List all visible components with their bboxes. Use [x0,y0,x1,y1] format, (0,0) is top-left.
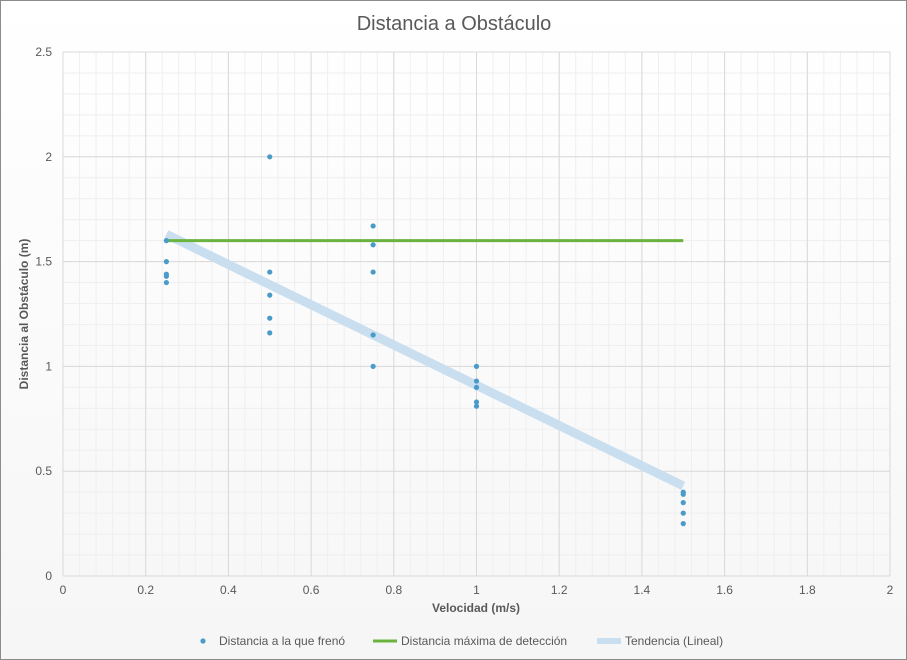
scatter-point [473,399,480,405]
trendline [164,230,686,490]
scatter-point [370,223,376,229]
scatter-point [473,378,480,384]
scatter-point [680,491,686,497]
legend: Distancia a la que frenó Distancia máxim… [200,634,723,648]
scatter-point [267,315,273,321]
scatter-point [370,269,376,275]
x-tick-label: 0.4 [220,583,237,597]
scatter-point [680,521,686,527]
scatter-point [267,292,273,298]
legend-label-trendline: Tendencia (Lineal) [625,634,723,648]
chart-title: Distancia a Obstáculo [357,13,552,35]
x-tick-label: 2 [887,583,894,597]
legend-item-detection-line[interactable]: Distancia máxima de detección [373,634,567,648]
major-gridlines [62,51,891,577]
y-tick-label: 2 [45,150,52,164]
scatter-point [163,273,169,279]
scatter-point [473,363,480,369]
legend-label-detection-line: Distancia máxima de detección [401,634,567,648]
x-tick-label: 0.6 [303,583,320,597]
scatter-point [370,242,376,248]
scatter-point [163,259,169,265]
legend-item-trendline[interactable]: Tendencia (Lineal) [597,634,723,648]
series-layer [163,154,686,527]
x-tick-label: 1.2 [551,583,568,597]
x-axis-title: Velocidad (m/s) [432,601,520,615]
x-tick-label: 0.2 [137,583,154,597]
scatter-point [473,403,480,409]
scatter-point [267,330,273,336]
scatter-point [370,332,376,338]
scatter-point [473,384,480,390]
y-axis-ticks: 0 0.5 1 1.5 2 2.5 [35,45,52,583]
legend-marker-scatter [200,638,206,644]
y-tick-label: 1 [45,359,52,373]
scatter-point [267,269,273,275]
x-tick-label: 0.8 [385,583,402,597]
y-tick-label: 0.5 [35,464,52,478]
x-tick-label: 0 [60,583,67,597]
x-tick-label: 1.6 [716,583,733,597]
legend-label-scatter: Distancia a la que frenó [219,634,345,648]
x-axis-ticks: 0 0.2 0.4 0.6 0.8 1 1.2 1.4 1.6 1.8 2 [60,583,894,597]
scatter-point [680,500,686,506]
y-tick-label: 0 [45,569,52,583]
x-tick-label: 1.8 [799,583,816,597]
legend-item-scatter[interactable]: Distancia a la que frenó [200,634,345,648]
scatter-point [163,238,169,244]
y-tick-label: 2.5 [35,45,52,59]
scatter-point [370,363,376,369]
x-tick-label: 1.4 [634,583,651,597]
y-axis-title: Distancia al Obstáculo (m) [17,239,31,390]
x-tick-label: 1 [473,583,480,597]
scatter-point [680,510,686,516]
scatter-point [267,154,273,160]
scatter-point [163,279,169,286]
y-tick-label: 1.5 [35,255,52,269]
